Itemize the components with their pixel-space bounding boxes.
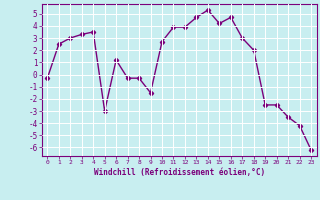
X-axis label: Windchill (Refroidissement éolien,°C): Windchill (Refroidissement éolien,°C) bbox=[94, 168, 265, 177]
